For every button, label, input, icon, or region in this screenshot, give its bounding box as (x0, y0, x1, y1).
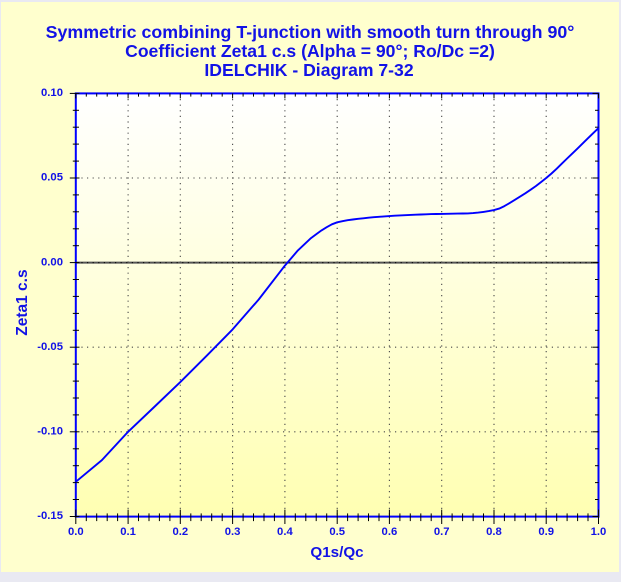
svg-text:0.5: 0.5 (329, 526, 345, 538)
svg-text:Q1s/Qc: Q1s/Qc (310, 544, 363, 561)
svg-text:-0.10: -0.10 (37, 426, 63, 438)
svg-text:IDELCHIK - Diagram 7-32: IDELCHIK - Diagram 7-32 (204, 60, 413, 80)
svg-text:0.7: 0.7 (434, 526, 450, 538)
svg-text:1.0: 1.0 (591, 526, 607, 538)
svg-text:-0.05: -0.05 (37, 341, 63, 353)
svg-text:0.00: 0.00 (41, 256, 63, 268)
svg-text:0.6: 0.6 (382, 526, 398, 538)
svg-text:-0.15: -0.15 (37, 510, 63, 522)
svg-text:0.10: 0.10 (41, 87, 63, 99)
svg-text:0.4: 0.4 (277, 526, 293, 538)
svg-text:0.3: 0.3 (225, 526, 241, 538)
svg-text:0.2: 0.2 (172, 526, 188, 538)
svg-text:0.0: 0.0 (68, 526, 84, 538)
svg-text:Zeta1 c.s: Zeta1 c.s (14, 269, 31, 335)
svg-text:0.9: 0.9 (538, 526, 554, 538)
svg-text:Symmetric combining T-junction: Symmetric combining T-junction with smoo… (46, 22, 575, 42)
svg-text:0.8: 0.8 (486, 526, 502, 538)
svg-text:0.1: 0.1 (120, 526, 136, 538)
svg-text:Coefficient Zeta1 c.s (Alpha =: Coefficient Zeta1 c.s (Alpha = 90°; Ro/D… (125, 41, 495, 61)
svg-text:0.05: 0.05 (41, 172, 63, 184)
